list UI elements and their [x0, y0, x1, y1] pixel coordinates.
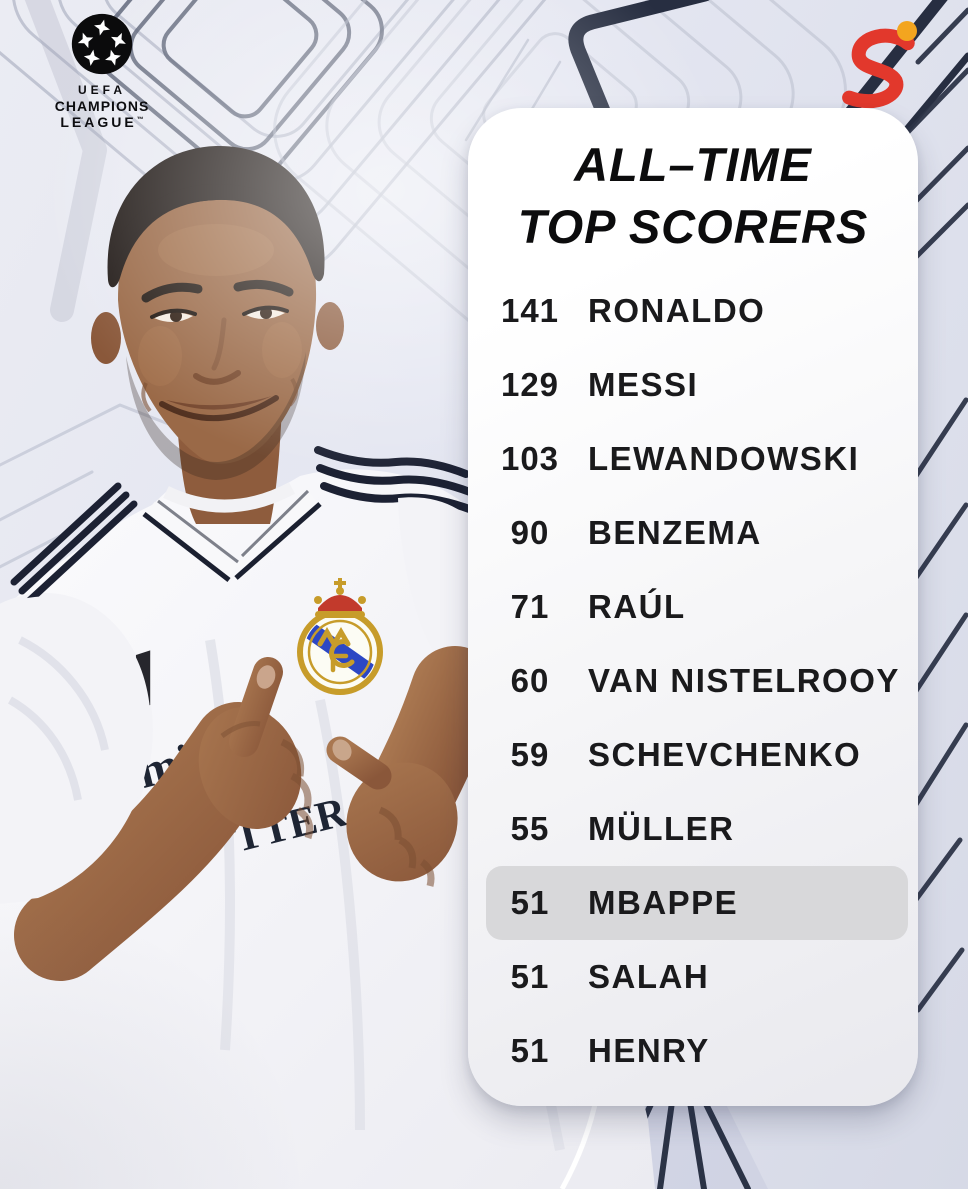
scorer-name: MBAPPE — [588, 884, 739, 921]
ucl-logo: UEFA CHAMPIONS LEAGUE™ — [44, 12, 160, 130]
scorer-name: RONALDO — [588, 292, 766, 329]
scorer-name: HENRY — [588, 1032, 710, 1069]
title-line-2: TOP SCORERS — [517, 200, 869, 253]
scorer-goals: 90 — [510, 514, 550, 551]
scorer-goals: 60 — [510, 662, 550, 699]
scorer-row: 55 MÜLLER — [486, 792, 908, 866]
scorer-name: VAN NISTELROOY — [588, 662, 900, 699]
scorer-row: 71 RAÚL — [486, 570, 908, 644]
scorer-row: 90 BENZEMA — [486, 496, 908, 570]
scorer-name: MESSI — [588, 366, 699, 403]
scorer-goals: 103 — [500, 440, 560, 477]
scorer-goals: 141 — [500, 292, 560, 329]
scorer-goals: 51 — [510, 884, 550, 921]
scorer-row: 129 MESSI — [486, 348, 908, 422]
title-line-1: ALL–TIME — [574, 138, 812, 191]
ucl-org-label: UEFA — [77, 83, 126, 97]
scorer-name: MÜLLER — [588, 810, 735, 847]
scorer-row: 141 RONALDO — [486, 274, 908, 348]
scorer-row: 59 SCHEVCHENKO — [486, 718, 908, 792]
scorer-goals: 71 — [510, 588, 550, 625]
scorer-row: 51 HENRY — [486, 1014, 908, 1088]
ucl-league-label: LEAGUE™ — [60, 114, 144, 130]
scorer-goals: 51 — [510, 958, 550, 995]
scorer-row: 51 SALAH — [486, 940, 908, 1014]
scorer-name: SALAH — [588, 958, 710, 995]
scorer-goals: 59 — [510, 736, 550, 773]
scorer-row: 51 MBAPPE — [486, 866, 908, 940]
scorers-panel: ALL–TIME TOP SCORERS 141 RONALDO 129 MES… — [468, 108, 918, 1106]
scorer-goals: 129 — [500, 366, 560, 403]
ucl-starball-icon — [71, 13, 133, 75]
scorer-goals: 51 — [510, 1032, 550, 1069]
scorer-name: LEWANDOWSKI — [588, 440, 860, 477]
panel-title: ALL–TIME TOP SCORERS — [468, 108, 918, 258]
scorer-name: RAÚL — [588, 588, 686, 625]
scorer-name: SCHEVCHENKO — [588, 736, 862, 773]
scorer-row: 103 LEWANDOWSKI — [486, 422, 908, 496]
scorer-row: 60 VAN NISTELROOY — [486, 644, 908, 718]
ucl-champions-label: CHAMPIONS — [54, 98, 150, 114]
scorer-goals: 55 — [510, 810, 550, 847]
scorer-list: 141 RONALDO 129 MESSI 103 LEWANDOWSKI 90… — [468, 274, 918, 1088]
scorer-name: BENZEMA — [588, 514, 762, 551]
